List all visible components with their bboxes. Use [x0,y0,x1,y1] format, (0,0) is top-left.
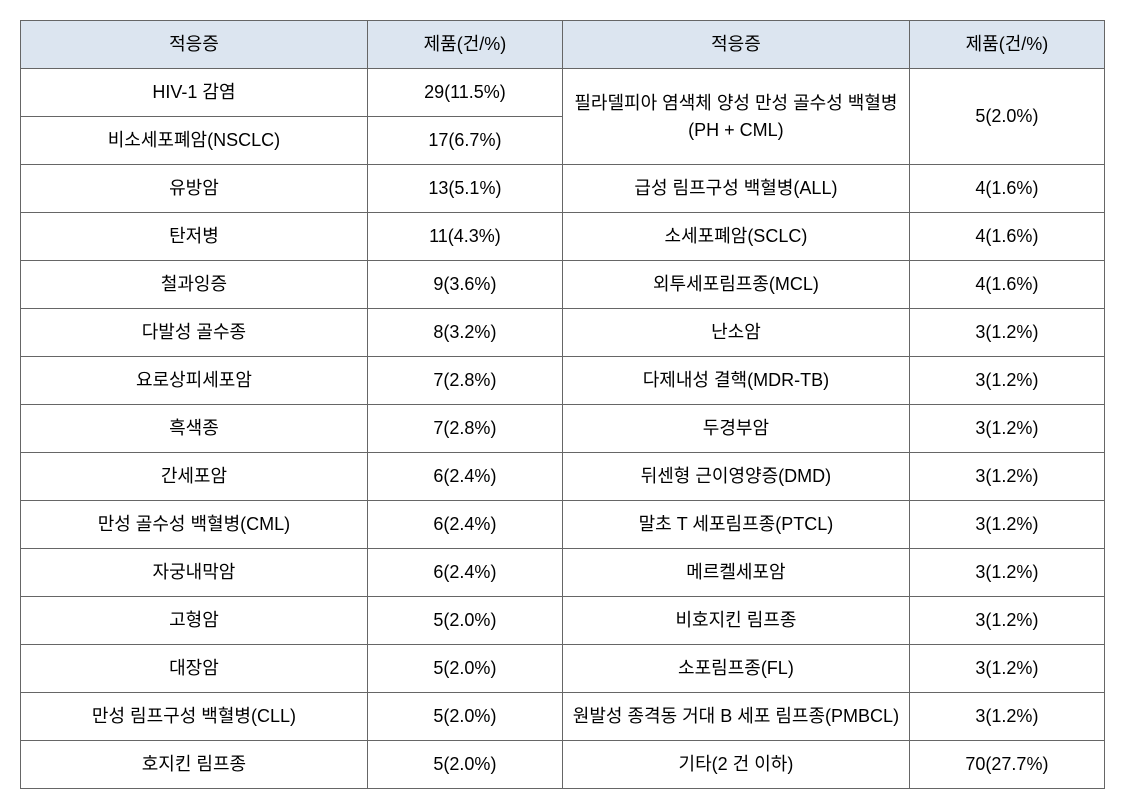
cell-count: 3(1.2%) [909,405,1104,453]
table-row: 간세포암 6(2.4%) 뒤센형 근이영양증(DMD) 3(1.2%) [21,453,1105,501]
cell-indication: 요로상피세포암 [21,357,368,405]
table-row: HIV-1 감염 29(11.5%) 필라델피아 염색체 양성 만성 골수성 백… [21,69,1105,117]
table-row: 만성 골수성 백혈병(CML) 6(2.4%) 말초 T 세포림프종(PTCL)… [21,501,1105,549]
cell-indication: 만성 림프구성 백혈병(CLL) [21,693,368,741]
cell-indication: 소포림프종(FL) [562,645,909,693]
table-row: 대장암 5(2.0%) 소포림프종(FL) 3(1.2%) [21,645,1105,693]
table-row: 호지킨 림프종 5(2.0%) 기타(2 건 이하) 70(27.7%) [21,741,1105,789]
cell-count: 6(2.4%) [367,501,562,549]
cell-count: 8(3.2%) [367,309,562,357]
header-indication-left: 적응증 [21,21,368,69]
cell-count: 9(3.6%) [367,261,562,309]
table-row: 다발성 골수종 8(3.2%) 난소암 3(1.2%) [21,309,1105,357]
cell-indication: 자궁내막암 [21,549,368,597]
cell-indication: 유방암 [21,165,368,213]
cell-indication: 말초 T 세포림프종(PTCL) [562,501,909,549]
cell-indication: HIV-1 감염 [21,69,368,117]
table-row: 요로상피세포암 7(2.8%) 다제내성 결핵(MDR-TB) 3(1.2%) [21,357,1105,405]
cell-count: 3(1.2%) [909,309,1104,357]
cell-indication: 원발성 종격동 거대 B 세포 림프종(PMBCL) [562,693,909,741]
cell-indication: 고형암 [21,597,368,645]
cell-indication: 철과잉증 [21,261,368,309]
table-row: 자궁내막암 6(2.4%) 메르켈세포암 3(1.2%) [21,549,1105,597]
cell-count: 6(2.4%) [367,549,562,597]
cell-count: 13(5.1%) [367,165,562,213]
cell-count: 17(6.7%) [367,117,562,165]
table-row: 유방암 13(5.1%) 급성 림프구성 백혈병(ALL) 4(1.6%) [21,165,1105,213]
cell-indication: 대장암 [21,645,368,693]
cell-indication: 비소세포폐암(NSCLC) [21,117,368,165]
table-body: HIV-1 감염 29(11.5%) 필라델피아 염색체 양성 만성 골수성 백… [21,69,1105,789]
table-row: 고형암 5(2.0%) 비호지킨 림프종 3(1.2%) [21,597,1105,645]
table-row: 흑색종 7(2.8%) 두경부암 3(1.2%) [21,405,1105,453]
cell-indication: 필라델피아 염색체 양성 만성 골수성 백혈병(PH + CML) [562,69,909,165]
cell-indication: 뒤센형 근이영양증(DMD) [562,453,909,501]
cell-count: 3(1.2%) [909,501,1104,549]
cell-indication: 소세포폐암(SCLC) [562,213,909,261]
cell-indication: 난소암 [562,309,909,357]
table-header-row: 적응증 제품(건/%) 적응증 제품(건/%) [21,21,1105,69]
table-row: 철과잉증 9(3.6%) 외투세포림프종(MCL) 4(1.6%) [21,261,1105,309]
cell-indication: 비호지킨 림프종 [562,597,909,645]
cell-count: 5(2.0%) [367,693,562,741]
cell-count: 5(2.0%) [367,597,562,645]
cell-count: 3(1.2%) [909,357,1104,405]
cell-count: 29(11.5%) [367,69,562,117]
cell-count: 3(1.2%) [909,453,1104,501]
cell-indication: 흑색종 [21,405,368,453]
cell-indication: 급성 림프구성 백혈병(ALL) [562,165,909,213]
cell-count: 4(1.6%) [909,213,1104,261]
cell-count: 11(4.3%) [367,213,562,261]
cell-indication: 만성 골수성 백혈병(CML) [21,501,368,549]
cell-count: 70(27.7%) [909,741,1104,789]
cell-indication: 탄저병 [21,213,368,261]
header-count-left: 제품(건/%) [367,21,562,69]
cell-count: 3(1.2%) [909,693,1104,741]
header-count-right: 제품(건/%) [909,21,1104,69]
cell-indication: 다발성 골수종 [21,309,368,357]
cell-indication: 다제내성 결핵(MDR-TB) [562,357,909,405]
cell-indication: 두경부암 [562,405,909,453]
table-row: 탄저병 11(4.3%) 소세포폐암(SCLC) 4(1.6%) [21,213,1105,261]
cell-count: 4(1.6%) [909,165,1104,213]
table-row: 만성 림프구성 백혈병(CLL) 5(2.0%) 원발성 종격동 거대 B 세포… [21,693,1105,741]
cell-indication: 호지킨 림프종 [21,741,368,789]
cell-count: 3(1.2%) [909,549,1104,597]
cell-count: 3(1.2%) [909,597,1104,645]
header-indication-right: 적응증 [562,21,909,69]
cell-count: 6(2.4%) [367,453,562,501]
cell-count: 7(2.8%) [367,405,562,453]
cell-indication: 기타(2 건 이하) [562,741,909,789]
cell-count: 5(2.0%) [367,645,562,693]
cell-count: 3(1.2%) [909,645,1104,693]
cell-count: 5(2.0%) [367,741,562,789]
cell-count: 7(2.8%) [367,357,562,405]
indication-table: 적응증 제품(건/%) 적응증 제품(건/%) HIV-1 감염 29(11.5… [20,20,1105,789]
cell-indication: 간세포암 [21,453,368,501]
cell-count: 4(1.6%) [909,261,1104,309]
cell-count: 5(2.0%) [909,69,1104,165]
cell-indication: 외투세포림프종(MCL) [562,261,909,309]
cell-indication: 메르켈세포암 [562,549,909,597]
